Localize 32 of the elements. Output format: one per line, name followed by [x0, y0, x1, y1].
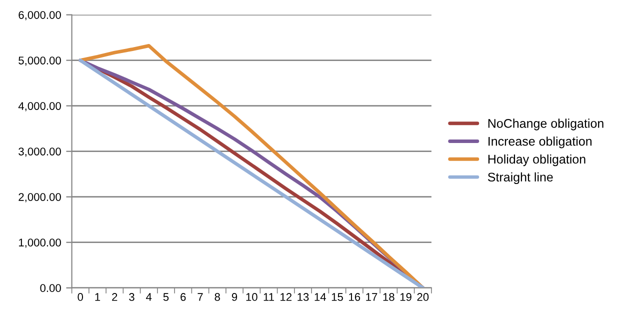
x-tick-label: 0	[78, 293, 84, 301]
x-tick-label: 13	[298, 293, 309, 301]
y-tick-label: 1,000.00	[18, 238, 61, 248]
x-tick-label: 18	[383, 293, 394, 301]
y-tick-label: 4,000.00	[18, 102, 61, 112]
legend-label: Holiday obligation	[488, 154, 586, 166]
x-tick-label: 9	[232, 293, 238, 301]
x-tick-label: 14	[314, 293, 326, 301]
x-tick-label: 7	[198, 293, 203, 301]
legend-label: Increase obligation	[488, 136, 592, 148]
y-tick-label: 0.00	[40, 284, 61, 292]
x-tick-label: 10	[246, 293, 258, 301]
y-tick-label: 5,000.00	[18, 56, 61, 66]
x-tick-label: 5	[163, 293, 169, 301]
legend-label: NoChange obligation	[488, 118, 604, 130]
legend-label: Straight line	[488, 172, 553, 184]
y-tick-label: 2,000.00	[18, 193, 61, 202]
x-tick-label: 15	[332, 293, 343, 301]
y-tick-label: 6,000.00	[18, 11, 61, 20]
x-tick-label: 2	[112, 293, 118, 301]
x-tick-label: 16	[349, 293, 360, 301]
x-tick-label: 6	[180, 293, 186, 301]
x-tick-label: 11	[264, 293, 274, 301]
x-tick-label: 1	[95, 293, 100, 301]
x-tick-label: 3	[129, 293, 134, 301]
x-tick-label: 12	[280, 293, 292, 301]
x-tick-label: 8	[214, 293, 220, 301]
x-tick-label: 17	[366, 293, 378, 301]
y-tick-label: 3,000.00	[18, 148, 61, 157]
x-tick-label: 20	[417, 293, 429, 301]
x-tick-label: 4	[146, 293, 152, 301]
x-tick-label: 19	[400, 293, 412, 301]
